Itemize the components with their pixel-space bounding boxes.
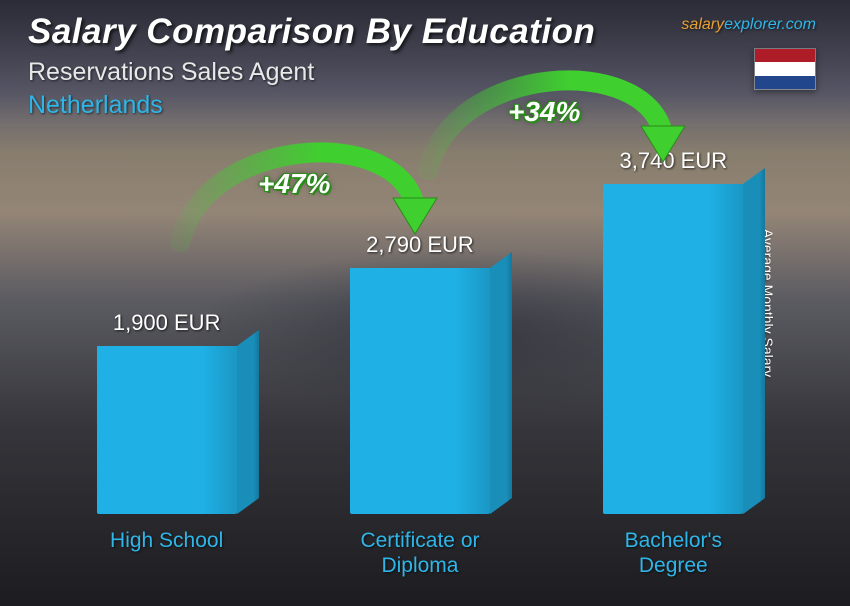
bar-group: 3,740 EUR Bachelor'sDegree [563, 148, 783, 578]
flag-stripe-1 [755, 49, 815, 62]
watermark-dotcom: .com [781, 16, 816, 33]
flag-stripe-3 [755, 76, 815, 89]
flag-icon [754, 48, 816, 90]
bar-front-face [350, 268, 490, 514]
bar-front-face [97, 346, 237, 514]
bar [603, 184, 743, 514]
bar-group: 2,790 EUR Certificate orDiploma [310, 232, 530, 578]
bar-category-label: High School [110, 528, 223, 578]
watermark: salaryexplorer.com [681, 16, 816, 34]
bar-front-face [603, 184, 743, 514]
watermark-left: salary [681, 16, 724, 33]
bar-group: 1,900 EUR High School [57, 310, 277, 578]
bar [350, 268, 490, 514]
bar-chart: 1,900 EUR High School 2,790 EUR Certificate… [40, 138, 800, 578]
bar [97, 346, 237, 514]
bar-value-label: 1,900 EUR [113, 310, 221, 336]
chart-subtitle: Reservations Sales Agent [28, 58, 822, 87]
flag-stripe-2 [755, 62, 815, 75]
jump-percent-label: +47% [258, 168, 330, 200]
jump-percent-label: +34% [508, 96, 580, 128]
chart-country: Netherlands [28, 91, 822, 120]
bar-category-label: Bachelor'sDegree [625, 528, 722, 578]
watermark-right: explorer [724, 16, 781, 33]
bar-value-label: 3,740 EUR [620, 148, 728, 174]
bar-category-label: Certificate orDiploma [360, 528, 479, 578]
bar-value-label: 2,790 EUR [366, 232, 474, 258]
